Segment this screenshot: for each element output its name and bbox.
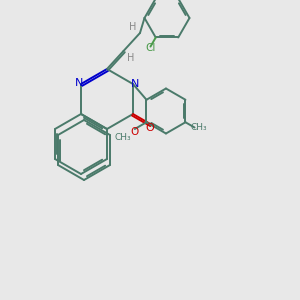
Text: N: N [131, 79, 140, 89]
Text: Cl: Cl [145, 43, 156, 53]
Text: H: H [129, 22, 136, 32]
Text: O: O [131, 127, 139, 137]
Text: CH₃: CH₃ [115, 133, 131, 142]
Text: CH₃: CH₃ [191, 123, 207, 132]
Text: N: N [74, 77, 83, 88]
Text: H: H [127, 53, 135, 64]
Text: O: O [145, 122, 154, 133]
